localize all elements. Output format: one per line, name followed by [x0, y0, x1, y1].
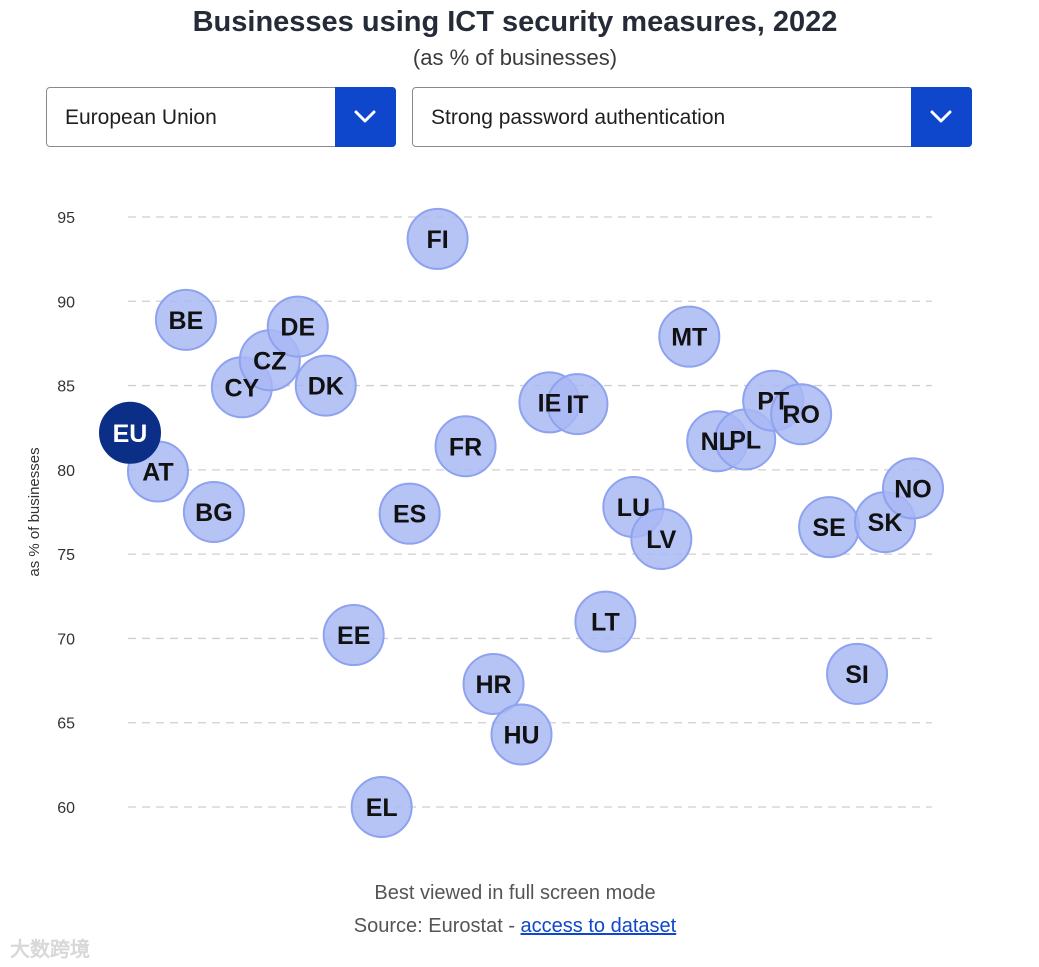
bubble-label-pt: PT: [757, 388, 789, 416]
full-screen-note: Best viewed in full screen mode: [374, 882, 656, 904]
bubble-label-lv: LV: [646, 526, 676, 554]
bubble-lt[interactable]: [574, 590, 637, 653]
bubble-fi[interactable]: [406, 207, 469, 270]
bubble-lv[interactable]: [630, 507, 693, 570]
bubble-label-lu: LU: [617, 494, 650, 522]
bubble-label-at: AT: [142, 459, 173, 487]
y-tick-label: 85: [57, 379, 75, 396]
dataset-link[interactable]: access to dataset: [520, 915, 677, 937]
country-select[interactable]: European Union: [46, 87, 396, 147]
y-tick-label: 60: [57, 800, 75, 817]
bubble-label-mt: MT: [671, 324, 707, 352]
bubble-label-ee: EE: [337, 622, 370, 650]
country-select-toggle[interactable]: [335, 87, 396, 147]
bubble-be[interactable]: [154, 288, 217, 351]
y-tick-label: 90: [57, 294, 75, 311]
y-tick-label: 80: [57, 463, 75, 480]
bubble-dk[interactable]: [294, 354, 357, 417]
bubble-label-pl: PL: [729, 427, 761, 455]
bubble-label-sk: SK: [868, 509, 903, 537]
bubble-label-dk: DK: [308, 373, 344, 401]
y-tick-label: 65: [57, 716, 75, 733]
y-axis-label: as % of businesses: [26, 447, 43, 576]
watermark-logo: 大数跨境: [10, 939, 90, 961]
bubble-label-bg: BG: [195, 499, 233, 527]
bubble-chart: 95 90 85 80 75 70 65 60 as % of businesses AT BE BG…: [26, 207, 944, 838]
bubble-label-de: DE: [280, 314, 315, 342]
bubble-it[interactable]: [546, 373, 609, 436]
y-tick-label: 95: [57, 210, 75, 227]
bubble-eu[interactable]: [99, 401, 161, 464]
bubble-mt[interactable]: [658, 305, 721, 368]
bubble-label-se: SE: [812, 514, 845, 542]
bubble-label-it: IT: [566, 391, 588, 419]
bubble-hu[interactable]: [490, 703, 553, 766]
bubble-label-fr: FR: [449, 433, 482, 461]
y-tick-label: 75: [57, 547, 75, 564]
measure-select-toggle[interactable]: [911, 87, 972, 147]
bubble-ee[interactable]: [322, 604, 385, 667]
source-prefix: Source: Eurostat -: [353, 915, 521, 937]
chart-title: Businesses using ICT security measures, …: [192, 6, 838, 38]
bubble-bg[interactable]: [182, 481, 245, 543]
chevron-down-icon: [354, 110, 376, 123]
bubble-ro[interactable]: [770, 383, 833, 446]
bubble-es[interactable]: [378, 482, 441, 545]
chevron-down-icon: [930, 110, 952, 123]
bubble-label-nl: NL: [701, 428, 734, 456]
bubble-fr[interactable]: [434, 415, 497, 478]
y-tick-label: 70: [57, 631, 75, 648]
bubble-label-si: SI: [845, 661, 869, 689]
bubble-label-lt: LT: [591, 609, 620, 637]
bubble-label-no: NO: [894, 475, 932, 503]
bubble-label-el: EL: [366, 794, 398, 822]
bubble-label-be: BE: [169, 307, 204, 335]
measure-select[interactable]: Strong password authentication: [412, 87, 972, 147]
bubble-no[interactable]: [882, 457, 944, 520]
bubble-label-ie: IE: [538, 389, 562, 417]
bubble-hr[interactable]: [462, 652, 525, 715]
bubble-label-fi: FI: [426, 226, 448, 254]
bubble-label-ro: RO: [782, 401, 820, 429]
bubble-label-hr: HR: [475, 671, 511, 699]
bubble-de[interactable]: [266, 295, 329, 358]
country-select-value: European Union: [65, 106, 217, 129]
bubble-label-cy: CY: [224, 374, 259, 402]
source-line: Source: Eurostat - access to dataset: [0, 915, 1030, 938]
chart-subtitle: (as % of businesses): [412, 45, 618, 70]
bubble-el[interactable]: [350, 776, 413, 838]
bubble-label-eu: EU: [113, 420, 148, 448]
bubble-label-es: ES: [393, 501, 426, 529]
bubble-si[interactable]: [826, 642, 889, 705]
measure-select-value: Strong password authentication: [431, 106, 726, 129]
bubble-label-cz: CZ: [253, 347, 286, 375]
bubble-label-hu: HU: [503, 722, 539, 750]
